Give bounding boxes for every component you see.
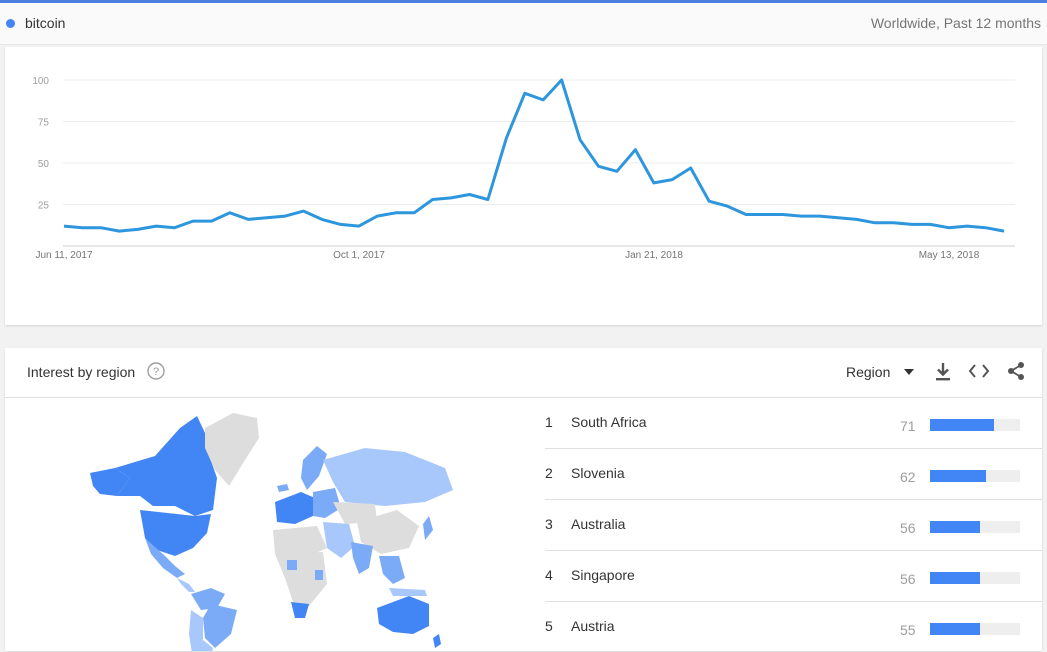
region-score-bar-fill — [930, 572, 981, 584]
series-line-1[interactable] — [63, 78, 1005, 233]
world-map[interactable] — [5, 398, 535, 651]
region-rank: 4 — [545, 567, 553, 583]
interest-over-time-chart: 25 50 75 100 Jun 11, 2017 Oct 1, 2017 Jan 21, … — [32, 76, 1015, 261]
region-score-bar — [930, 470, 1020, 482]
region-name[interactable]: Singapore — [571, 567, 635, 583]
region-rank: 1 — [545, 414, 553, 430]
region-card-title: Interest by region — [27, 364, 136, 380]
x-tick-label: May 13, 2018 — [919, 250, 980, 261]
map-region-alaska[interactable] — [90, 468, 130, 496]
region-resolution-select[interactable]: Region — [846, 364, 891, 380]
map-region-mexico[interactable] — [145, 538, 185, 578]
region-rank: 3 — [545, 516, 553, 532]
comparison-header: bitcoin Worldwide, Past 12 months — [0, 3, 1047, 45]
map-region-brazil[interactable] — [203, 604, 237, 648]
region-score: 71 — [900, 418, 916, 434]
map-region-new-zealand[interactable] — [433, 634, 441, 648]
map-region-australia[interactable] — [377, 596, 429, 634]
region-name[interactable]: Slovenia — [571, 465, 625, 481]
region-score: 56 — [900, 571, 916, 587]
region-name[interactable]: Austria — [571, 618, 615, 634]
map-region-north-africa[interactable] — [273, 526, 327, 558]
region-score-bar — [930, 419, 1020, 431]
region-score-bar-fill — [930, 521, 981, 533]
region-score-bar-fill — [930, 623, 980, 635]
region-rank: 5 — [545, 618, 553, 634]
region-row[interactable]: 4 Singapore 56 — [545, 551, 1042, 602]
region-row[interactable]: 5 Austria 55 — [545, 602, 1042, 652]
map-region-greenland[interactable] — [205, 413, 259, 486]
map-region-iceland[interactable] — [277, 484, 289, 492]
map-region-argentina[interactable] — [199, 640, 213, 651]
region-name[interactable]: South Africa — [571, 414, 647, 430]
region-rank: 2 — [545, 465, 553, 481]
map-region-eastern-europe[interactable] — [313, 488, 341, 518]
interest-by-region-card: Interest by region ? Region — [5, 348, 1042, 651]
region-name[interactable]: Australia — [571, 516, 626, 532]
map-region-kenya[interactable] — [315, 570, 323, 580]
map-region-china[interactable] — [357, 510, 419, 554]
region-score-bar — [930, 572, 1020, 584]
x-tick-label: Jan 21, 2018 — [625, 250, 683, 261]
map-region-western-europe[interactable] — [275, 492, 315, 524]
map-region-kazakhstan-central-asia[interactable] — [333, 502, 377, 524]
map-region-canada[interactable] — [115, 416, 217, 516]
map-region-united-states[interactable] — [140, 510, 211, 556]
caret-down-icon[interactable] — [904, 369, 914, 375]
region-ranking-list: 1 South Africa 71 2 Slovenia 62 3 Australia 56 4 S… — [545, 398, 1042, 652]
region-score: 56 — [900, 520, 916, 536]
map-region-russia[interactable] — [323, 448, 453, 506]
map-region-southeast-asia[interactable] — [379, 556, 405, 584]
map-region-india[interactable] — [351, 542, 373, 574]
interest-over-time-card: 25 50 75 100 Jun 11, 2017 Oct 1, 2017 Jan 21, … — [5, 47, 1042, 325]
map-region-nigeria[interactable] — [287, 560, 297, 570]
region-score-bar — [930, 623, 1020, 635]
map-region-peru-chile[interactable] — [189, 610, 203, 651]
x-tick-label: Jun 11, 2017 — [35, 250, 93, 261]
term-color-dot — [6, 19, 15, 28]
y-tick-label: 75 — [38, 118, 50, 129]
y-tick-label: 100 — [32, 76, 49, 87]
region-row[interactable]: 3 Australia 56 — [545, 500, 1042, 551]
region-score-bar — [930, 521, 1020, 533]
x-tick-label: Oct 1, 2017 — [333, 250, 385, 261]
region-score-bar-fill — [930, 470, 986, 482]
region-row[interactable]: 2 Slovenia 62 — [545, 449, 1042, 500]
map-region-central-america[interactable] — [177, 578, 195, 592]
map-region-scandinavia[interactable] — [301, 446, 327, 490]
svg-text:?: ? — [153, 366, 159, 378]
map-region-middle-east[interactable] — [323, 522, 355, 558]
download-icon[interactable] — [934, 362, 952, 382]
map-region-colombia-venezuela[interactable] — [191, 588, 225, 610]
help-icon[interactable]: ? — [147, 362, 165, 380]
y-tick-label: 50 — [38, 159, 50, 170]
region-card-header: Interest by region ? Region — [5, 348, 1042, 398]
embed-icon[interactable] — [968, 363, 990, 379]
scope-label: Worldwide, Past 12 months — [870, 15, 1041, 31]
region-score: 62 — [900, 469, 916, 485]
map-region-indonesia[interactable] — [389, 588, 427, 596]
region-score-bar-fill — [930, 419, 994, 431]
map-region-south-africa[interactable] — [291, 602, 309, 618]
region-row[interactable]: 1 South Africa 71 — [545, 398, 1042, 449]
region-score: 55 — [900, 622, 916, 638]
map-region-japan[interactable] — [423, 516, 433, 540]
share-icon[interactable] — [1006, 361, 1026, 381]
top-accent-line — [0, 0, 1047, 3]
search-term-label[interactable]: bitcoin — [25, 15, 66, 31]
y-tick-label: 25 — [38, 201, 50, 212]
